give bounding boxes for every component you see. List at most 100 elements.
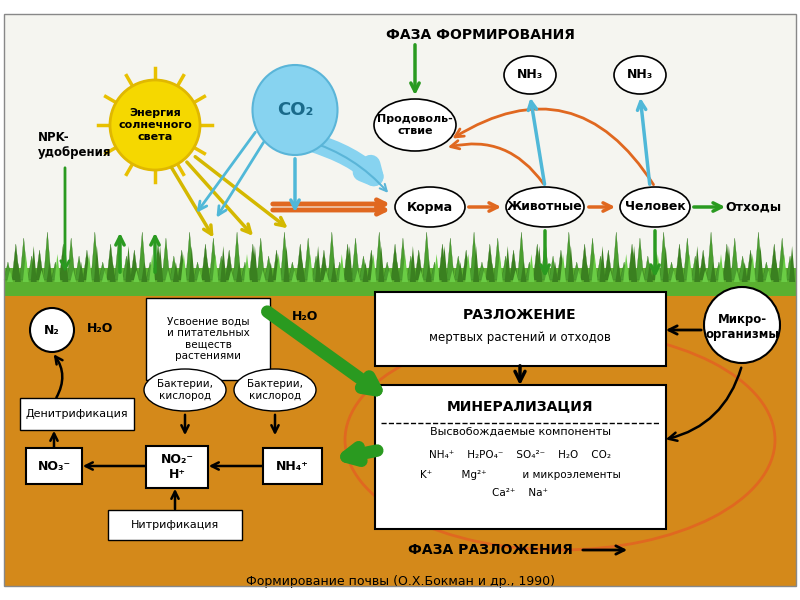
- Polygon shape: [134, 270, 139, 282]
- FancyBboxPatch shape: [375, 385, 666, 529]
- Polygon shape: [521, 262, 526, 282]
- Polygon shape: [62, 246, 68, 282]
- Polygon shape: [418, 270, 424, 282]
- Polygon shape: [170, 256, 178, 280]
- Polygon shape: [157, 246, 163, 282]
- Text: NH₃: NH₃: [517, 68, 543, 82]
- Polygon shape: [644, 256, 652, 280]
- Polygon shape: [438, 244, 446, 280]
- Ellipse shape: [234, 369, 316, 411]
- Polygon shape: [4, 262, 12, 280]
- Polygon shape: [378, 246, 384, 282]
- Text: NPK-
удобрения: NPK- удобрения: [38, 131, 111, 159]
- Polygon shape: [702, 270, 708, 282]
- Polygon shape: [415, 250, 422, 280]
- Polygon shape: [51, 262, 59, 280]
- Polygon shape: [328, 232, 336, 280]
- Text: РАЗЛОЖЕНИЕ: РАЗЛОЖЕНИЕ: [463, 308, 577, 322]
- Polygon shape: [662, 246, 669, 282]
- Text: Корма: Корма: [407, 200, 453, 214]
- Polygon shape: [114, 238, 122, 280]
- Polygon shape: [660, 232, 667, 280]
- Polygon shape: [189, 246, 194, 282]
- Polygon shape: [699, 250, 707, 280]
- Polygon shape: [146, 262, 154, 280]
- Polygon shape: [754, 232, 762, 280]
- FancyBboxPatch shape: [108, 510, 242, 540]
- Polygon shape: [652, 250, 660, 280]
- Polygon shape: [647, 262, 653, 282]
- Polygon shape: [70, 270, 76, 282]
- Polygon shape: [497, 254, 503, 282]
- Polygon shape: [686, 254, 692, 282]
- Polygon shape: [20, 238, 28, 280]
- Polygon shape: [399, 238, 407, 280]
- Polygon shape: [565, 232, 573, 280]
- Polygon shape: [655, 254, 661, 282]
- Polygon shape: [110, 262, 116, 282]
- Polygon shape: [631, 246, 637, 282]
- Polygon shape: [526, 262, 534, 280]
- Polygon shape: [394, 262, 400, 282]
- Polygon shape: [59, 244, 67, 280]
- Polygon shape: [138, 232, 146, 280]
- Polygon shape: [513, 270, 518, 282]
- Polygon shape: [734, 270, 740, 282]
- Text: H₂O: H₂O: [87, 322, 113, 335]
- Polygon shape: [12, 244, 20, 280]
- Polygon shape: [576, 270, 582, 282]
- FancyBboxPatch shape: [375, 292, 666, 366]
- Polygon shape: [268, 262, 274, 282]
- FancyBboxPatch shape: [20, 398, 134, 430]
- Polygon shape: [54, 254, 61, 282]
- Polygon shape: [194, 262, 202, 280]
- Polygon shape: [94, 246, 100, 282]
- Polygon shape: [296, 244, 304, 280]
- Polygon shape: [746, 250, 754, 280]
- Polygon shape: [615, 262, 622, 282]
- Text: Денитрификация: Денитрификация: [26, 409, 128, 419]
- Polygon shape: [30, 246, 37, 282]
- Polygon shape: [99, 262, 106, 280]
- Text: NH₄⁺    H₂PO₄⁻    SO₄²⁻    H₂O    CO₂: NH₄⁺ H₂PO₄⁻ SO₄²⁻ H₂O CO₂: [429, 450, 611, 460]
- Polygon shape: [22, 254, 29, 282]
- Text: Энергия
солнечного
света: Энергия солнечного света: [118, 109, 192, 142]
- Polygon shape: [106, 244, 114, 280]
- Text: Микро-
организмы: Микро- организмы: [705, 313, 779, 341]
- Polygon shape: [742, 262, 748, 282]
- Text: NH₃: NH₃: [627, 68, 653, 82]
- Polygon shape: [789, 246, 795, 282]
- Polygon shape: [620, 262, 628, 280]
- Polygon shape: [710, 262, 716, 282]
- Polygon shape: [283, 246, 290, 282]
- Ellipse shape: [620, 187, 690, 227]
- Polygon shape: [197, 270, 202, 282]
- Polygon shape: [552, 262, 558, 282]
- Polygon shape: [718, 254, 724, 282]
- Polygon shape: [691, 256, 699, 280]
- Polygon shape: [667, 262, 675, 280]
- Polygon shape: [623, 254, 630, 282]
- Polygon shape: [536, 246, 542, 282]
- Polygon shape: [639, 270, 645, 282]
- FancyBboxPatch shape: [26, 448, 82, 484]
- Polygon shape: [612, 232, 620, 280]
- Polygon shape: [323, 270, 329, 282]
- Polygon shape: [628, 244, 636, 280]
- Polygon shape: [383, 262, 391, 280]
- Polygon shape: [434, 254, 440, 282]
- Text: NO₂⁻
H⁺: NO₂⁻ H⁺: [161, 453, 194, 481]
- Text: ФАЗА ФОРМИРОВАНИЯ: ФАЗА ФОРМИРОВАНИЯ: [386, 28, 574, 42]
- Polygon shape: [458, 262, 463, 282]
- Polygon shape: [454, 256, 462, 280]
- Polygon shape: [510, 250, 518, 280]
- FancyBboxPatch shape: [4, 280, 796, 586]
- Text: H₂O: H₂O: [292, 310, 318, 323]
- Polygon shape: [422, 232, 430, 280]
- Text: Бактерии,
кислород: Бактерии, кислород: [247, 379, 303, 401]
- Polygon shape: [244, 254, 250, 282]
- Ellipse shape: [506, 187, 584, 227]
- Polygon shape: [241, 262, 249, 280]
- Ellipse shape: [110, 80, 200, 170]
- Text: Человек: Человек: [625, 200, 686, 214]
